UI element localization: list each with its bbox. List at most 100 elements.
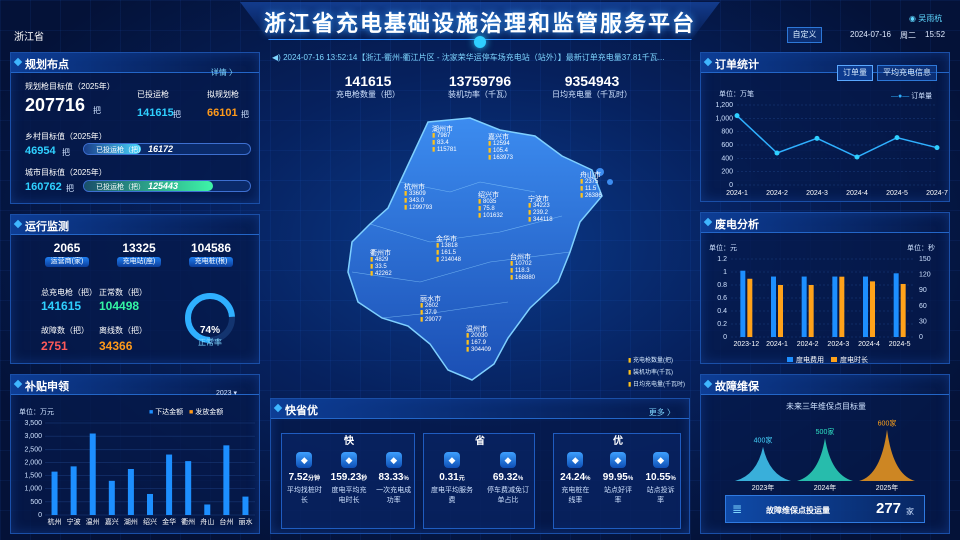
ksy-item[interactable]: ◆ 159.23秒 度电平均充电时长: [327, 452, 372, 505]
waste-bar-cost[interactable]: [771, 276, 776, 337]
metric-icon: ◆: [444, 452, 460, 468]
planning-panel: 规划布点 详情 〉 规划枪目标值（2025年） 207716 把 已投运枪 14…: [10, 52, 260, 204]
fault-peak[interactable]: [735, 446, 791, 481]
fault-peak[interactable]: [859, 429, 915, 481]
map-city-label[interactable]: 台州市 ▮ 10702 ▮ 118.3 ▮ 168880: [510, 254, 535, 282]
subsidy-bar[interactable]: [223, 445, 230, 515]
city-name: 杭州市: [404, 184, 425, 191]
faults-total-value: 277: [876, 500, 902, 517]
user-info[interactable]: ◉ 吴雨杭: [909, 13, 942, 24]
map-city-label[interactable]: 杭州市 ▮ 33609 ▮ 343.0 ▮ 1299793: [404, 184, 432, 212]
region-selector[interactable]: 浙江省: [14, 32, 44, 43]
metric-icon: ◆: [567, 452, 584, 468]
subsidy-bar[interactable]: [70, 466, 77, 515]
ops-badge[interactable]: 2065 运营商(家): [31, 241, 103, 267]
ksy-more-link[interactable]: 更多 〉: [648, 408, 675, 417]
orders-point[interactable]: [934, 145, 940, 151]
waste-bar-cost[interactable]: [863, 276, 868, 337]
built-label: 已投运枪: [137, 90, 169, 99]
custom-button[interactable]: 自定义: [787, 27, 822, 43]
y-tick-label-left: 0.6: [717, 295, 727, 302]
map-city-label[interactable]: 舟山市 ▮ 2375 ▮ 11.5 ▮ 26386: [580, 172, 602, 200]
subsidy-bar[interactable]: [51, 471, 58, 515]
map-city-label[interactable]: 金华市 ▮ 13818 ▮ 161.5 ▮ 214048: [436, 236, 461, 264]
peak-value: 600家: [878, 419, 897, 428]
ksy-item[interactable]: ◆ 99.95% 站点好评率: [597, 452, 640, 505]
planning-detail-link[interactable]: 详情 〉: [210, 68, 237, 77]
city-stat: 168880: [514, 275, 536, 281]
city-stat: 75.8: [482, 206, 495, 212]
waste-bar-time[interactable]: [778, 285, 783, 337]
y-tick-label: 1,000: [715, 115, 733, 122]
target-label: 规划枪目标值（2025年）: [25, 82, 115, 91]
waste-bar-cost[interactable]: [832, 276, 838, 337]
waste-bar-cost[interactable]: [740, 270, 746, 337]
ksy-item[interactable]: ◆ 69.32% 停车费减免订单占比: [480, 452, 536, 505]
year-select[interactable]: 2023 ▾: [216, 389, 237, 397]
zhejiang-map[interactable]: [330, 112, 650, 384]
orders-point[interactable]: [894, 135, 900, 141]
orders-point[interactable]: [814, 135, 820, 141]
map-city-label[interactable]: 宁波市 ▮ 34223 ▮ 239.2 ▮ 344118: [528, 196, 553, 224]
ksy-value-row: 7.52分钟: [282, 472, 327, 483]
waste-bar-time[interactable]: [747, 278, 753, 337]
x-tick-label: 金华: [162, 517, 176, 526]
map-city-label[interactable]: 绍兴市 ▮ 8035 ▮ 75.8 ▮ 101632: [478, 192, 503, 220]
y-tick-label: 2,500: [24, 446, 42, 453]
subsidy-bar[interactable]: [147, 493, 153, 515]
subsidy-bar[interactable]: [127, 469, 134, 515]
tab-avg-charging[interactable]: 平均充电信息: [877, 65, 937, 81]
orders-point[interactable]: [854, 154, 860, 160]
panel-marker-icon: [703, 379, 713, 389]
city-stat: 83.4: [436, 140, 449, 146]
waste-bar-time[interactable]: [808, 285, 814, 337]
x-tick-label: 2024-1: [726, 190, 748, 197]
ksy-item[interactable]: ◆ 10.55% 站点投诉率: [639, 452, 682, 505]
waste-bar-time[interactable]: [839, 276, 845, 337]
map-city-label[interactable]: 衢州市 ▮ 4829 ▮ 33.5 ▮ 42262: [370, 250, 392, 278]
ops-badge[interactable]: 13325 充电站(座): [103, 241, 175, 267]
waste-bar-cost[interactable]: [801, 276, 807, 337]
ksy-item[interactable]: ◆ 7.52分钟 平均找桩时长: [282, 452, 327, 505]
ksy-item[interactable]: ◆ 83.33% 一次充电成功率: [371, 452, 416, 505]
badge-label: 充电桩(根): [189, 257, 233, 267]
gauge-value: 74%: [199, 325, 220, 336]
tab-order-volume[interactable]: 订单量: [837, 65, 873, 81]
user-name: 吴雨杭: [918, 14, 943, 23]
subsidy-bar[interactable]: [204, 504, 211, 515]
city-stat-row: ▮ 4829: [370, 257, 389, 263]
subsidy-bar[interactable]: [108, 480, 115, 515]
fault-peak[interactable]: [797, 438, 853, 481]
orders-point[interactable]: [734, 113, 740, 119]
x-tick-label: 2024-5: [889, 341, 911, 348]
city-label: 城市目标值（2025年）: [25, 168, 107, 177]
subsidy-bar[interactable]: [242, 496, 249, 515]
map-city-label[interactable]: 温州市 ▮ 20030 ▮ 167.9 ▮ 304409: [466, 326, 491, 354]
waste-bar-cost[interactable]: [893, 273, 899, 337]
ops-badge[interactable]: 104586 充电桩(根): [175, 241, 247, 267]
city-stat: 8035: [482, 199, 497, 205]
map-city-label[interactable]: 嘉兴市 ▮ 12594 ▮ 105.4 ▮ 163973: [488, 134, 513, 162]
speaker-icon: ◀): [272, 53, 281, 62]
y-tick-label: 0: [729, 182, 733, 189]
metric-value: 13759796: [448, 73, 512, 89]
ksy-value: 159.23: [330, 472, 362, 483]
map-city-label[interactable]: 湖州市 ▮ 7987 ▮ 83.4 ▮ 115781: [432, 126, 457, 154]
legend-swatch: [831, 357, 837, 362]
x-tick-label: 嘉兴: [105, 517, 119, 526]
ksy-value: 83.33: [378, 472, 404, 483]
ksy-value: 0.31: [439, 472, 459, 483]
map-city-label[interactable]: 丽水市 ▮ 2602 ▮ 37.9 ▮ 29077: [420, 296, 442, 324]
subsidy-bar[interactable]: [89, 433, 96, 515]
y-tick-label-left: 1.2: [717, 256, 727, 263]
ksy-label: 充电桩在线率: [561, 487, 590, 504]
orders-point[interactable]: [774, 150, 780, 156]
ksy-item[interactable]: ◆ 0.31元 度电平均服务费: [424, 452, 480, 505]
ksy-item[interactable]: ◆ 24.24% 充电桩在线率: [554, 452, 597, 505]
ksy-label: 度电平均充电时长: [331, 487, 367, 504]
subsidy-bar[interactable]: [185, 461, 192, 515]
ksy-unit: 秒: [361, 476, 368, 482]
waste-bar-time[interactable]: [900, 283, 906, 337]
subsidy-bar[interactable]: [166, 454, 173, 515]
waste-bar-time[interactable]: [870, 281, 875, 337]
